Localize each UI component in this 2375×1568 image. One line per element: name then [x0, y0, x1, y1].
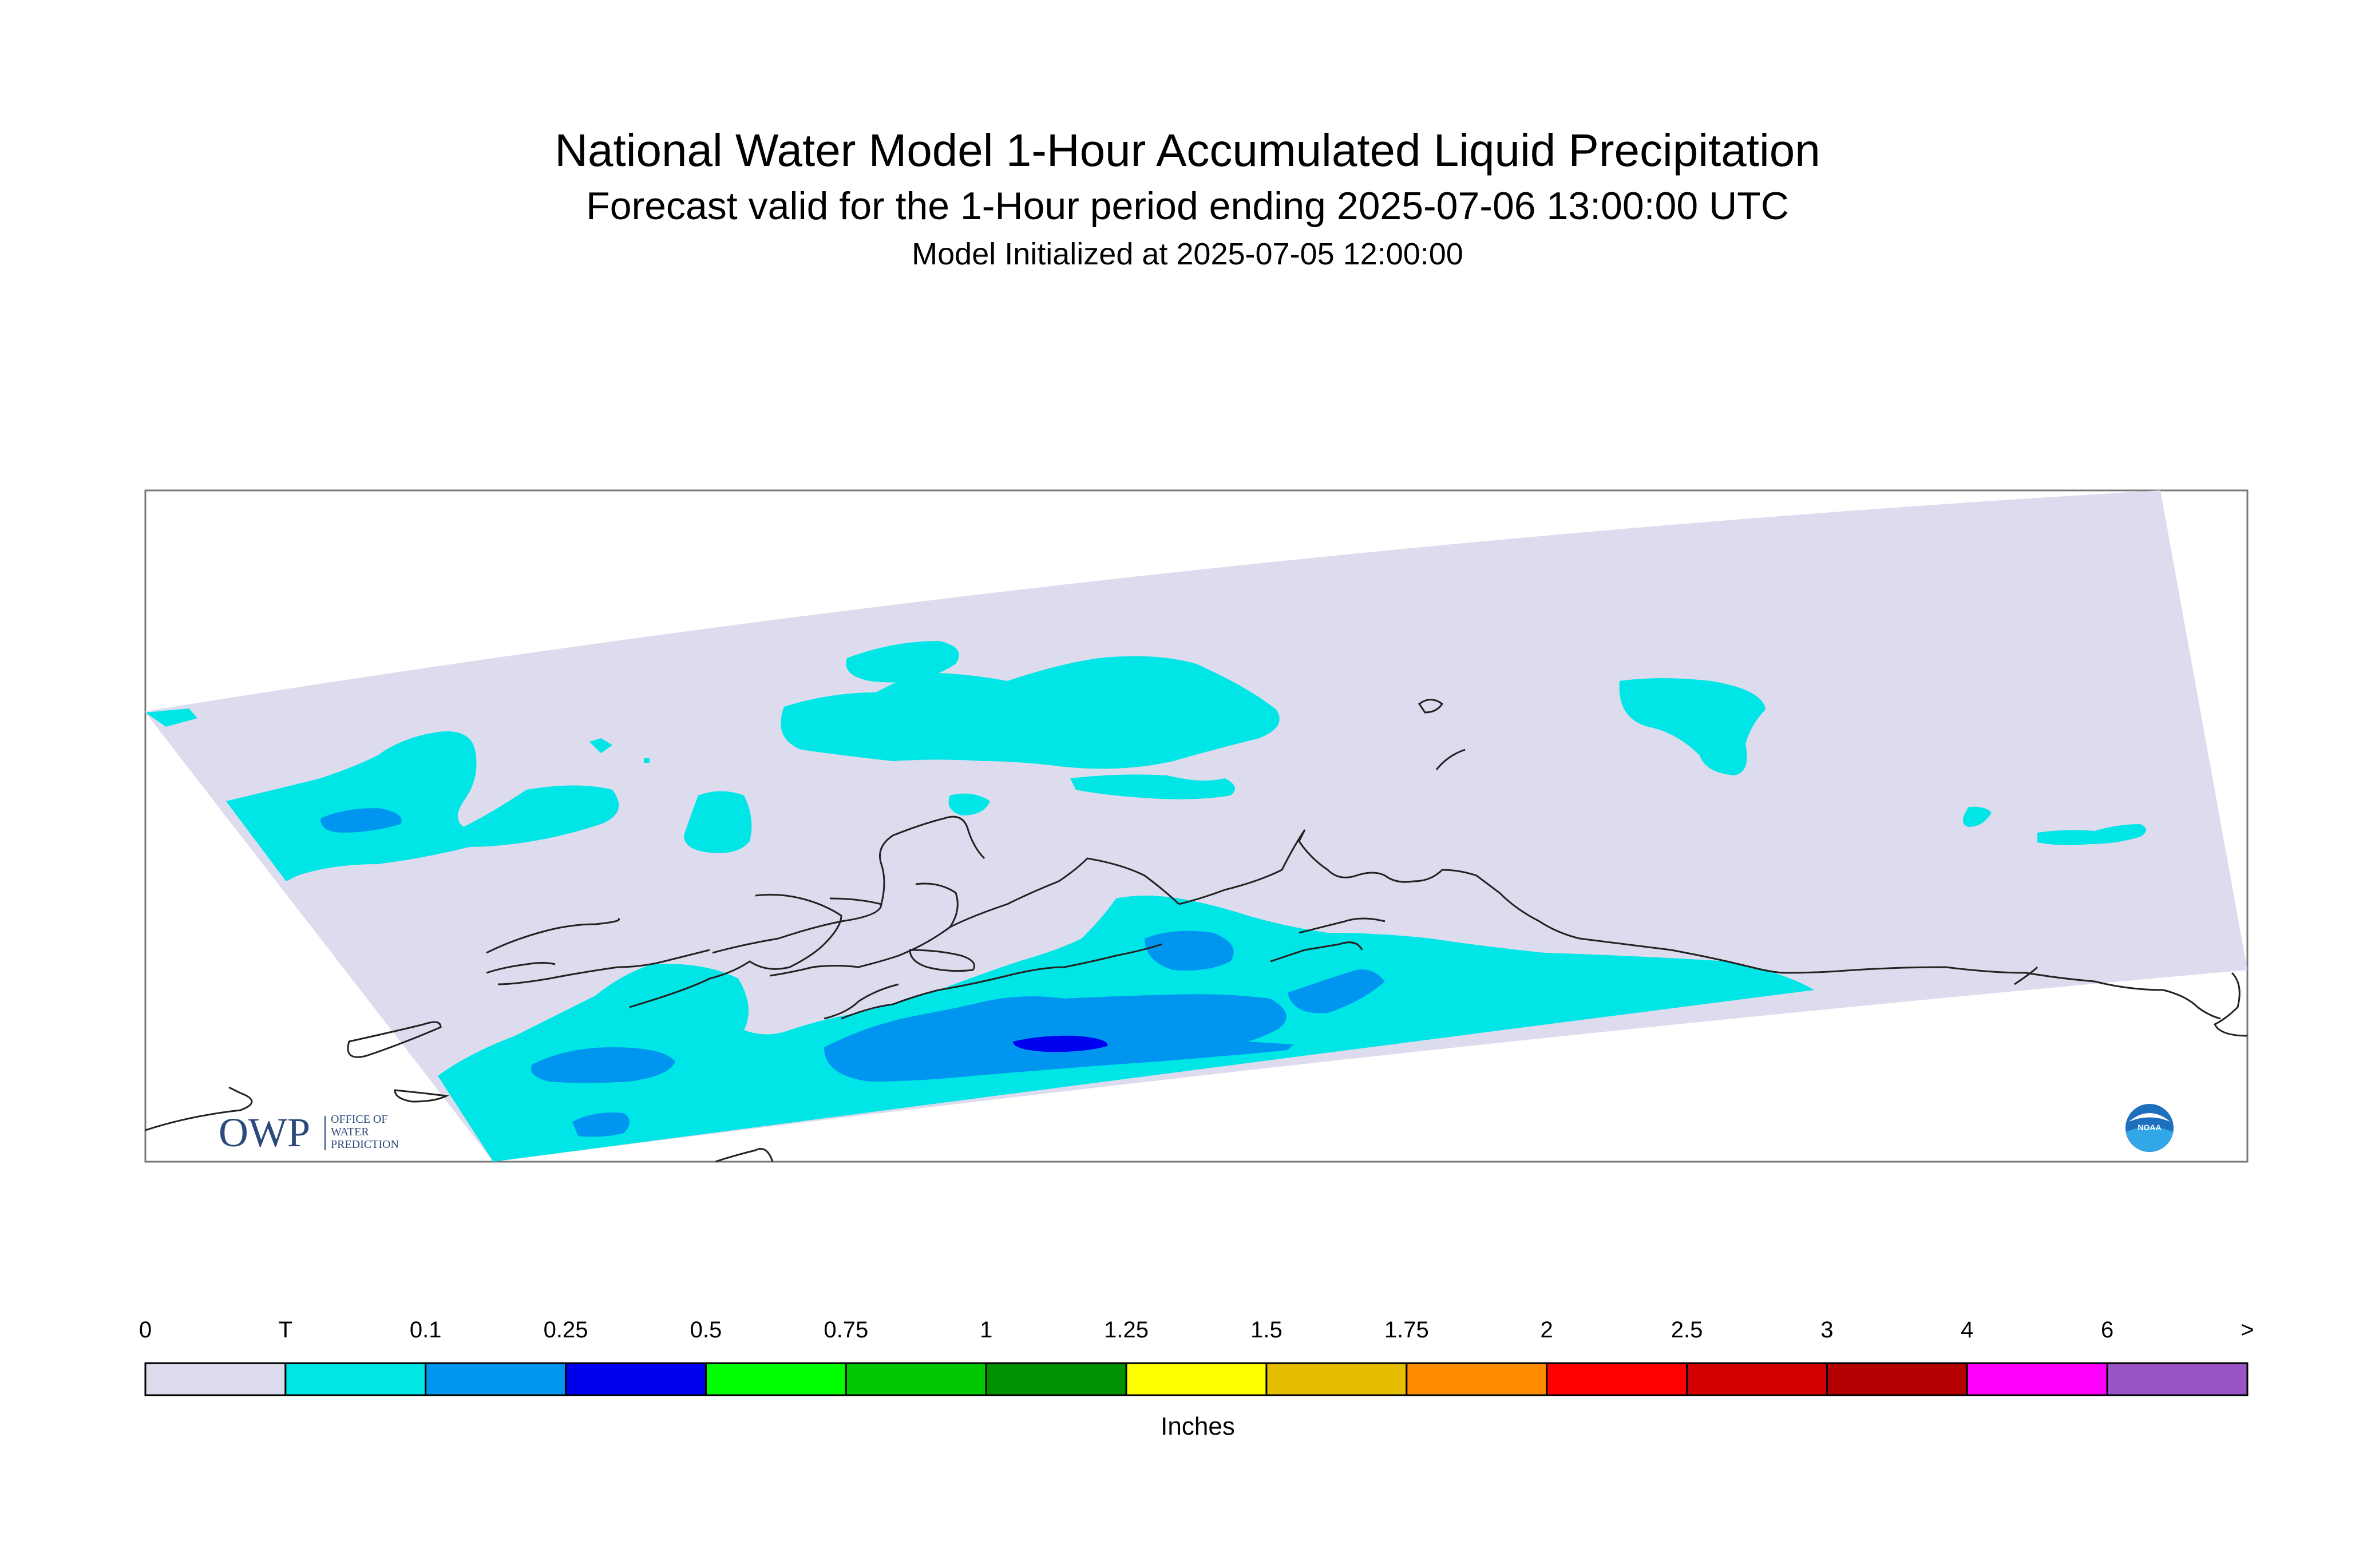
- colorbar-swatch: [1546, 1362, 1688, 1396]
- colorbar-swatch: [425, 1362, 567, 1396]
- coastlines: [145, 699, 2247, 1162]
- colorbar-swatch: [1686, 1362, 1828, 1396]
- noaa-logo: NOAA: [2125, 1104, 2174, 1152]
- legend-tick-label: 0.5: [690, 1317, 722, 1343]
- legend-tick-label: 1.25: [1104, 1317, 1149, 1343]
- legend-tick-label: 0.25: [543, 1317, 588, 1343]
- map-title: National Water Model 1-Hour Accumulated …: [555, 125, 1820, 176]
- legend-tick-label: 0: [138, 1317, 152, 1343]
- legend-tick-label: 0.1: [409, 1317, 442, 1343]
- legend-tick-label: 1.5: [1250, 1317, 1282, 1343]
- colorbar-swatch: [985, 1362, 1127, 1396]
- owp-logo-sub-3: PREDICTION: [331, 1138, 399, 1151]
- legend-tick-label: 1.75: [1384, 1317, 1429, 1343]
- legend-tick-label: 3: [1820, 1317, 1834, 1343]
- legend-tick-label: 4: [1961, 1317, 1974, 1343]
- map-subtitle: Forecast valid for the 1-Hour period end…: [586, 184, 1789, 228]
- owp-logo-sub-1: OFFICE OF: [331, 1113, 387, 1126]
- colorbar-swatch: [704, 1362, 847, 1396]
- noaa-logo-text: NOAA: [2138, 1123, 2161, 1132]
- colorbar-swatch: [565, 1362, 707, 1396]
- colorbar-swatch: [144, 1362, 287, 1396]
- precip-trace-areas: [145, 641, 2146, 1162]
- map-content: [145, 490, 2247, 1162]
- precip-blue-area: [1013, 1035, 1108, 1052]
- legend-tick-label: 0.75: [824, 1317, 869, 1343]
- owp-logo-text: OWP: [219, 1110, 310, 1155]
- legend-tick-label: T: [278, 1317, 293, 1343]
- owp-logo-sub-2: WATER: [331, 1126, 369, 1138]
- colorbar-swatch: [1265, 1362, 1408, 1396]
- init-time: Model Initialized at 2025-07-05 12:00:00: [912, 237, 1463, 271]
- legend-units: Inches: [1161, 1412, 1235, 1440]
- colorbar: [144, 1362, 2249, 1396]
- colorbar-swatch: [1966, 1362, 2108, 1396]
- owp-logo: OWP OFFICE OF WATER PREDICTION: [219, 1110, 399, 1155]
- legend-tick-label: 6: [2101, 1317, 2114, 1343]
- colorbar-swatch: [284, 1362, 427, 1396]
- legend-tick-label: 1: [980, 1317, 993, 1343]
- colorbar-swatch: [845, 1362, 987, 1396]
- legend-tick-label: 2.5: [1671, 1317, 1703, 1343]
- legend-tick-label: >: [2241, 1317, 2254, 1343]
- colorbar-swatch: [1826, 1362, 1968, 1396]
- colorbar-swatch: [2106, 1362, 2249, 1396]
- colorbar-swatch: [1406, 1362, 1548, 1396]
- colorbar-swatch: [1125, 1362, 1268, 1396]
- legend-tick-label: 2: [1540, 1317, 1553, 1343]
